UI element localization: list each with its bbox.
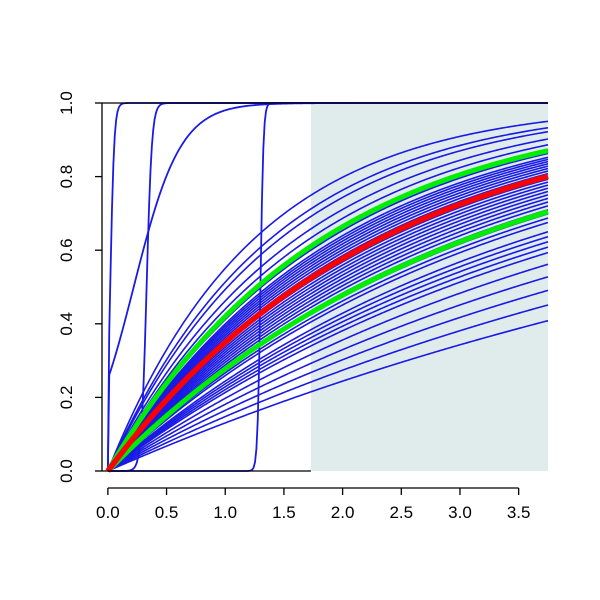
- series-line-30: [107, 231, 549, 472]
- shaded-region: [310, 103, 548, 471]
- series-line-20: [107, 187, 549, 472]
- series-line-10: [107, 160, 549, 472]
- y-tick-label-3: 0.4: [57, 312, 76, 336]
- axis-layer: 0.0 0.5 1.0 1.5 2.0 2.5 3.0 3.5 0.0 0.2 0.4 0.6 0.8 1…: [57, 91, 548, 522]
- series-line-23: [107, 197, 549, 472]
- y-tick-label-6: 1.0: [57, 91, 76, 115]
- shaded-region-layer: [310, 103, 548, 471]
- series-line-34: [107, 251, 549, 472]
- band-line-2: [106, 209, 550, 473]
- series-line-11: [107, 163, 549, 472]
- band-line-1: [105, 148, 550, 473]
- y-tick-label-5: 0.8: [57, 165, 76, 189]
- x-tick-label-2: 0.5: [155, 503, 179, 522]
- series-line-33: [107, 246, 549, 472]
- x-tick-label-6: 2.5: [389, 503, 413, 522]
- series-line-8: [107, 156, 549, 472]
- x-tick-label-3: 1.0: [213, 503, 237, 522]
- highlight-line: [105, 173, 550, 473]
- series-line-13: [107, 167, 549, 472]
- series-line-2: [107, 126, 549, 472]
- x-tick-label-4: 1.5: [272, 503, 296, 522]
- series-line-4: [107, 138, 549, 472]
- x-tick-label-5: 2.0: [331, 503, 355, 522]
- series-line-5: [107, 144, 549, 472]
- series-line-35: [107, 263, 549, 472]
- y-tick-label-4: 0.6: [57, 238, 76, 262]
- series-line-19: [107, 184, 549, 472]
- series-line-37: [107, 289, 549, 472]
- x-tick-label-1: 0.0: [96, 503, 120, 522]
- series-line-12: [107, 165, 549, 472]
- series-line-24: [107, 201, 549, 472]
- series-line-31: [107, 235, 549, 472]
- series-line-38: [107, 304, 549, 472]
- y-tick-label-1: 0.0: [57, 459, 76, 483]
- y-tick-label-2: 0.2: [57, 386, 76, 410]
- series-line-39: [107, 319, 549, 472]
- x-tick-label-7: 3.0: [448, 503, 472, 522]
- series-line-9: [107, 158, 549, 472]
- series-line-21: [107, 190, 549, 472]
- series-line-22: [107, 194, 549, 472]
- series-line-32: [107, 241, 549, 472]
- series-line-29: [107, 221, 549, 472]
- series-line-3: [107, 130, 549, 472]
- series-line-1: [107, 120, 549, 472]
- x-tick-label-8: 3.5: [507, 503, 531, 522]
- series-line-36: [107, 276, 549, 472]
